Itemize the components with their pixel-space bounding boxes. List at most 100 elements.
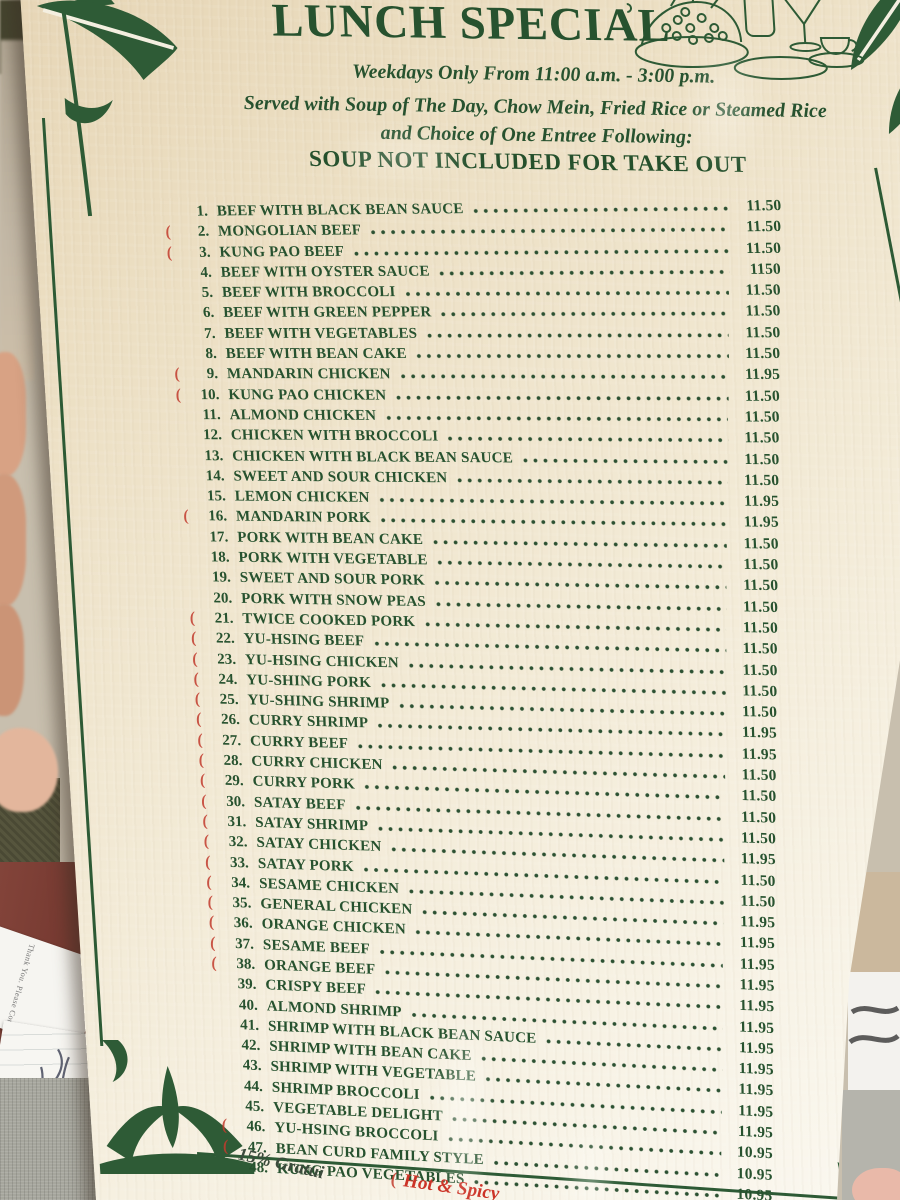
item-number: 6. bbox=[202, 305, 215, 322]
item-number: 11. bbox=[202, 406, 222, 423]
dot-leader bbox=[437, 265, 729, 279]
chili-icon bbox=[224, 1166, 239, 1168]
item-price: 11.50 bbox=[745, 303, 782, 321]
chili-icon bbox=[219, 1084, 234, 1086]
hand-finger bbox=[0, 474, 26, 606]
item-name: BEEF WITH GREEN PEPPER bbox=[222, 304, 432, 321]
item-number: 23. bbox=[216, 650, 237, 668]
dot-leader bbox=[379, 514, 728, 530]
chili-icon: ( bbox=[208, 934, 217, 952]
item-name: YU-HSING BEEF bbox=[243, 630, 365, 650]
chili-icon: ( bbox=[199, 792, 208, 810]
item-number: 25. bbox=[219, 691, 239, 708]
dot-leader bbox=[398, 370, 728, 383]
chili-icon: ( bbox=[389, 1168, 398, 1189]
item-number: 39. bbox=[237, 976, 257, 993]
item-name: SATAY CHICKEN bbox=[256, 834, 382, 855]
item-name: PORK WITH VEGETABLE bbox=[238, 549, 428, 569]
item-number: 31. bbox=[227, 813, 247, 830]
chili-icon: ( bbox=[201, 832, 211, 851]
item-number: 44. bbox=[243, 1077, 263, 1095]
item-number: 34. bbox=[231, 874, 251, 892]
item-price: 11.50 bbox=[742, 598, 779, 616]
dot-leader bbox=[434, 597, 727, 614]
menu-item-row: 7. BEEF WITH VEGETABLES 11.50 bbox=[171, 323, 781, 344]
item-price: 11.95 bbox=[744, 366, 781, 384]
item-price: 11.95 bbox=[739, 955, 775, 974]
dot-leader bbox=[403, 287, 729, 300]
item-number: 20. bbox=[213, 589, 233, 607]
item-number: 28. bbox=[223, 752, 243, 769]
item-price: 11.50 bbox=[743, 535, 780, 553]
hand-fingertip bbox=[0, 728, 58, 812]
item-price: 11.95 bbox=[738, 1102, 774, 1121]
item-number: 5. bbox=[201, 284, 214, 301]
chili-icon: ( bbox=[209, 954, 218, 973]
chili-icon bbox=[218, 1064, 233, 1066]
chili-icon bbox=[179, 455, 194, 457]
chili-icon: ( bbox=[200, 812, 210, 831]
item-name: PORK WITH BEAN CAKE bbox=[236, 529, 424, 548]
chili-icon: ( bbox=[205, 893, 215, 912]
box-scroll-pattern bbox=[848, 1005, 900, 1045]
dot-leader bbox=[352, 244, 730, 259]
chili-icon bbox=[184, 536, 199, 538]
item-number: 10. bbox=[200, 386, 220, 403]
item-price: 10.95 bbox=[736, 1164, 773, 1184]
item-price: 11.50 bbox=[742, 661, 778, 680]
chili-icon: ( bbox=[207, 914, 216, 932]
item-name: CRISPY BEEF bbox=[265, 977, 367, 998]
item-number: 14. bbox=[205, 467, 225, 484]
item-price: 11.95 bbox=[737, 1123, 774, 1142]
item-number: 21. bbox=[214, 610, 234, 627]
item-number: 13. bbox=[203, 447, 224, 464]
item-number: 40. bbox=[238, 996, 258, 1014]
item-price: 11.50 bbox=[743, 450, 780, 468]
dot-leader bbox=[433, 577, 727, 594]
item-number: 8. bbox=[205, 345, 218, 362]
item-price: 11.50 bbox=[741, 787, 777, 806]
item-name: MONGOLIAN BEEF bbox=[217, 222, 362, 240]
item-price: 1150 bbox=[749, 260, 782, 278]
item-price: 11.50 bbox=[740, 892, 776, 911]
chili-icon bbox=[169, 292, 184, 294]
item-number: 35. bbox=[232, 894, 252, 912]
item-number: 22. bbox=[215, 630, 236, 647]
chili-icon bbox=[172, 333, 187, 335]
chili-icon: ( bbox=[198, 772, 207, 790]
chili-icon bbox=[181, 475, 196, 477]
item-name: BEEF WITH BLACK BEAN SAUCE bbox=[216, 200, 465, 220]
item-name: CHICKEN WITH BLACK BEAN SAUCE bbox=[231, 447, 514, 466]
item-price: 11.50 bbox=[742, 640, 779, 658]
hand-finger bbox=[0, 604, 24, 716]
item-number: 17. bbox=[209, 528, 229, 545]
item-name: LEMON CHICKEN bbox=[234, 488, 370, 506]
corner-leaves-top-right-icon bbox=[818, 0, 900, 170]
receipt-text: Thank You. Please Come Again bbox=[0, 942, 37, 1055]
item-name: KUNG PAO BEEF bbox=[218, 243, 345, 260]
item-price: 11.50 bbox=[743, 471, 780, 490]
chili-icon bbox=[178, 434, 193, 436]
corner-fleur-bottom-left-icon bbox=[88, 1038, 257, 1178]
item-number: 24. bbox=[218, 671, 238, 688]
chili-icon bbox=[168, 272, 183, 274]
chili-icon bbox=[215, 1024, 230, 1026]
dot-leader bbox=[414, 350, 728, 362]
item-price: 11.50 bbox=[742, 619, 779, 637]
chili-icon: ( bbox=[219, 1117, 229, 1135]
item-number: 26. bbox=[220, 711, 241, 729]
chili-icon: ( bbox=[196, 751, 206, 770]
chili-icon bbox=[214, 1003, 229, 1005]
item-price: 11.95 bbox=[738, 1060, 774, 1079]
chili-icon: ( bbox=[203, 853, 212, 871]
item-name: SATAY BEEF bbox=[253, 793, 346, 813]
menu-item-row: ( 10. KUNG PAO CHICKEN 11.50 bbox=[175, 385, 781, 407]
item-number: 46. bbox=[246, 1118, 266, 1136]
item-price: 11.50 bbox=[745, 281, 782, 300]
chili-icon bbox=[188, 597, 203, 599]
item-price: 11.50 bbox=[741, 766, 777, 785]
item-price: 11.95 bbox=[740, 850, 777, 869]
chili-icon: ( bbox=[189, 629, 198, 648]
menu-card: LUNCH SPECIAL Weekdays Only From 11:00 a… bbox=[18, 0, 900, 1200]
item-number: 2. bbox=[197, 223, 210, 240]
